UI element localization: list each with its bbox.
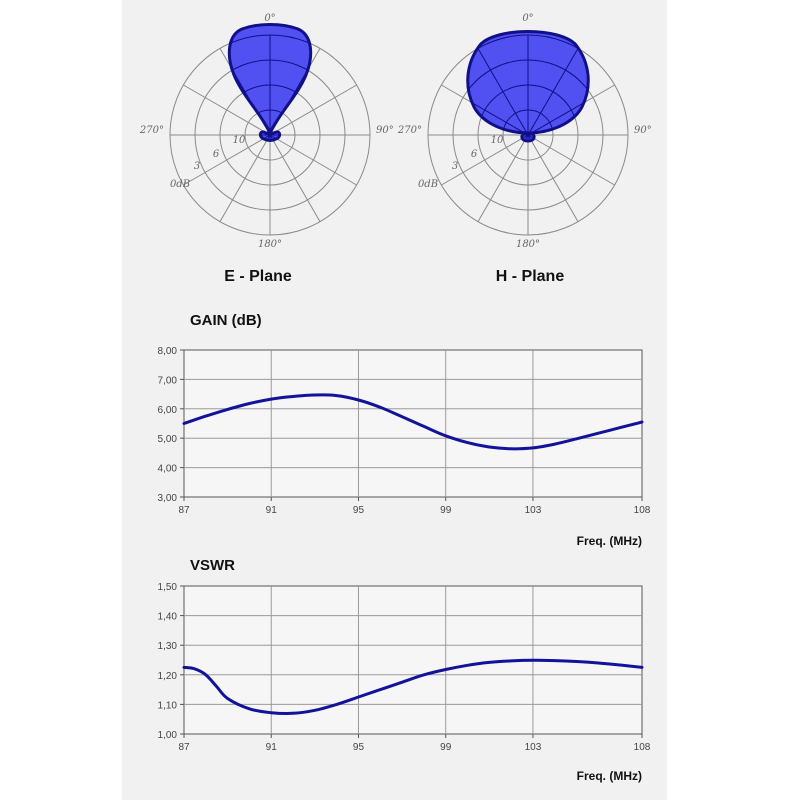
y-tick-label: 7,00 — [158, 375, 178, 386]
ring-label-10: 10 — [491, 135, 504, 146]
x-tick-label: 87 — [178, 505, 190, 516]
h-plane-polar-plot: 0° 90° 180° 270° 0dB 3 6 10 — [397, 13, 652, 250]
vswr-chart: VSWR 1,00 1,10 1,20 1,30 1,40 1,50 87 91 95 99 103 1… — [158, 557, 651, 783]
y-tick-label: 1,50 — [158, 582, 178, 593]
angle-label-270: 270° — [139, 125, 164, 136]
y-tick-label: 1,30 — [158, 641, 178, 652]
x-tick-label: 103 — [525, 505, 542, 516]
series-line-0 — [182, 393, 644, 451]
angle-label-180: 180° — [516, 239, 540, 250]
angle-label-0: 0° — [264, 13, 275, 24]
x-tick-label: 99 — [440, 742, 452, 753]
series-line-0 — [182, 658, 644, 715]
ring-label-6: 6 — [471, 149, 478, 160]
ring-label-10: 10 — [233, 135, 246, 146]
ring-label-6: 6 — [213, 149, 220, 160]
ring-label-0db: 0dB — [170, 179, 190, 190]
angle-label-180: 180° — [258, 239, 282, 250]
polar-spoke-210 — [219, 134, 271, 222]
y-tick-label: 6,00 — [158, 405, 178, 416]
x-tick-label: 91 — [266, 505, 278, 516]
ring-label-0db: 0dB — [418, 179, 438, 190]
angle-label-0: 0° — [522, 13, 533, 24]
plot-area — [183, 349, 643, 498]
ring-label-3: 3 — [452, 161, 458, 172]
x-tick-label: 95 — [353, 742, 365, 753]
y-tick-label: 1,20 — [158, 671, 178, 682]
x-tick-label: 87 — [178, 742, 190, 753]
h-plane-title: H - Plane — [496, 268, 565, 285]
y-tick-label: 1,00 — [158, 730, 178, 741]
polar-spoke-120 — [527, 134, 615, 186]
polar-spoke-60 — [269, 84, 357, 136]
y-tick-label: 3,00 — [158, 493, 178, 504]
x-axis-label: Freq. (MHz) — [577, 534, 642, 548]
e-plane-polar-plot: 0° 90° 180° 270° 0dB 3 6 10 — [139, 13, 394, 250]
x-axis-label: Freq. (MHz) — [577, 769, 642, 783]
angle-label-90: 90° — [376, 125, 394, 136]
polar-spoke-300 — [183, 84, 271, 136]
polar-spoke-150 — [269, 134, 321, 222]
polar-spoke-210 — [477, 134, 529, 222]
polar-spoke-240 — [441, 134, 529, 186]
polar-spoke-120 — [269, 134, 357, 186]
e-plane-title: E - Plane — [224, 268, 292, 285]
y-tick-label: 5,00 — [158, 434, 178, 445]
y-tick-label: 1,40 — [158, 612, 178, 623]
angle-label-90: 90° — [634, 125, 652, 136]
x-tick-label: 103 — [525, 742, 542, 753]
y-tick-label: 1,10 — [158, 700, 178, 711]
ring-label-3: 3 — [194, 161, 200, 172]
x-tick-label: 108 — [634, 742, 651, 753]
y-tick-label: 4,00 — [158, 464, 178, 475]
polar-spoke-150 — [527, 134, 579, 222]
chart-title: VSWR — [190, 557, 235, 574]
angle-label-270: 270° — [397, 125, 422, 136]
y-tick-label: 8,00 — [158, 346, 178, 357]
x-tick-label: 95 — [353, 505, 365, 516]
polar-spoke-240 — [183, 134, 271, 186]
x-tick-label: 99 — [440, 505, 452, 516]
x-tick-label: 108 — [634, 505, 651, 516]
x-tick-label: 91 — [266, 742, 278, 753]
chart-title: GAIN (dB) — [190, 312, 262, 329]
gain-chart: GAIN (dB) 3,00 4,00 5,00 6,00 7,00 8,00 87 91 95 9… — [158, 312, 651, 548]
